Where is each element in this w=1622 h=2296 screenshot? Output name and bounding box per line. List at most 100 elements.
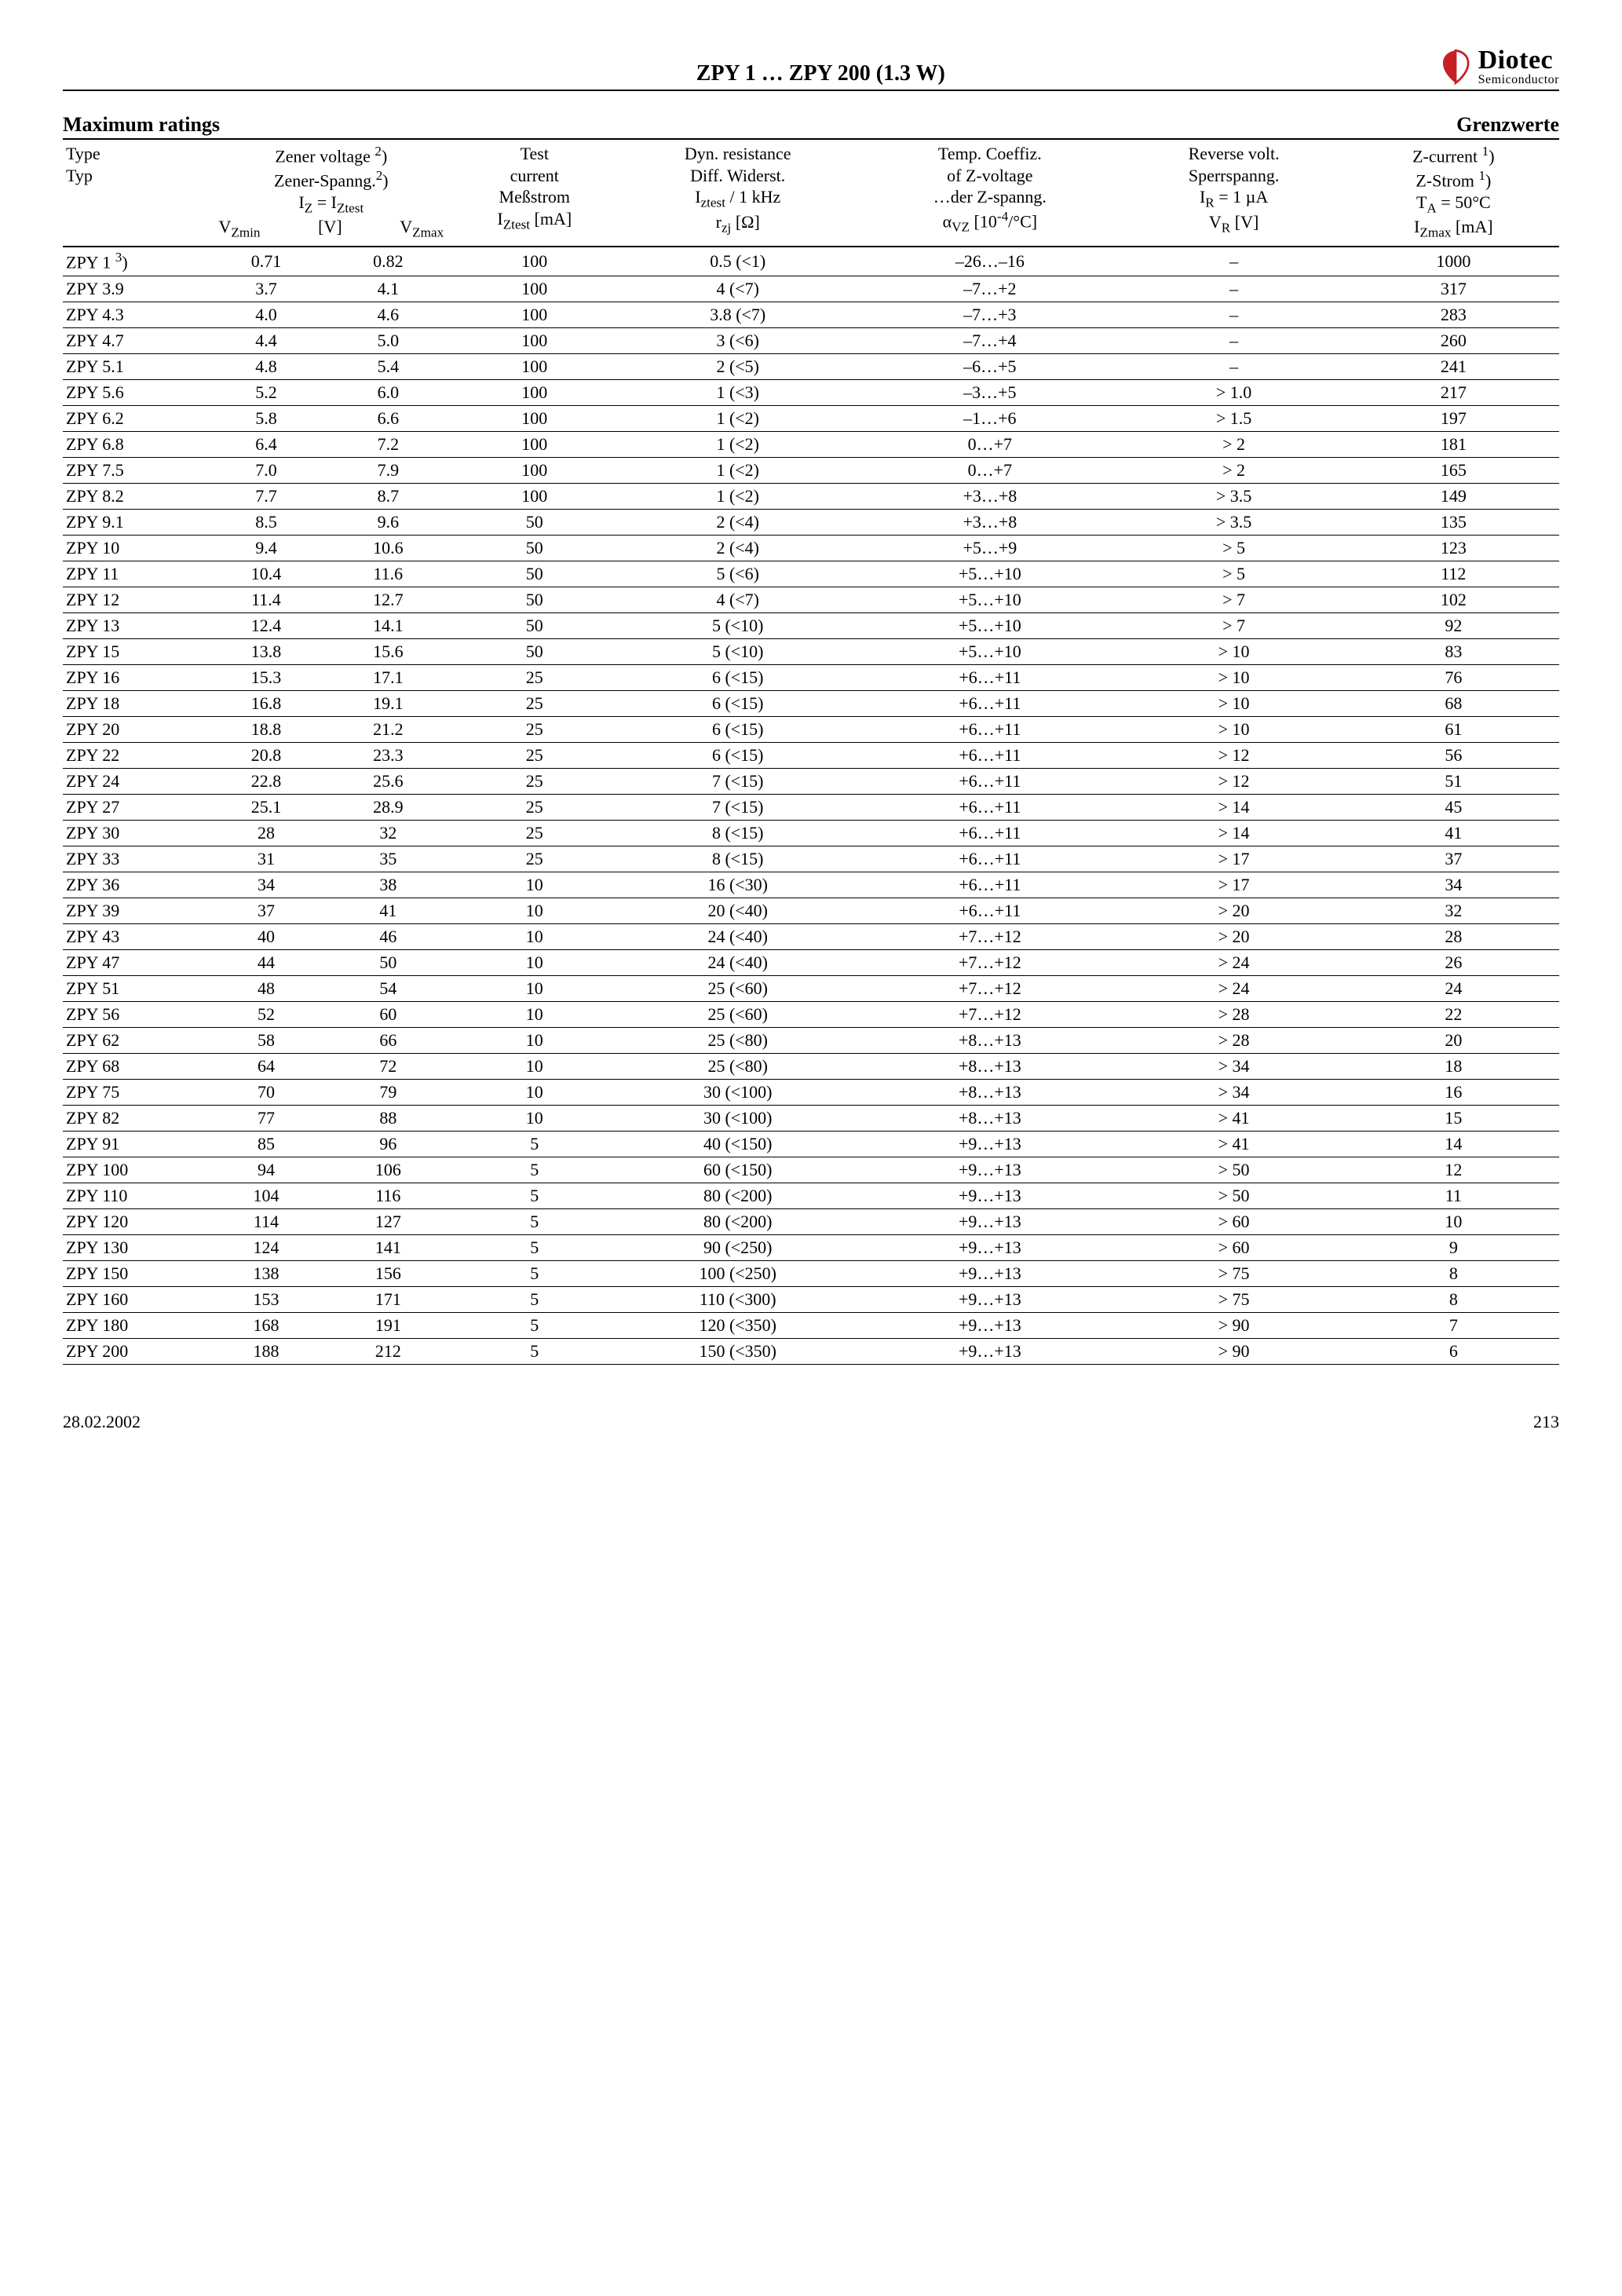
table-body: ZPY 1 3)0.710.821000.5 (<1)–26…–16–1000Z… bbox=[63, 247, 1559, 1364]
cell-rz: 120 (<350) bbox=[616, 1312, 860, 1338]
cell-vr: > 3.5 bbox=[1120, 483, 1348, 509]
cell-rz: 25 (<80) bbox=[616, 1027, 860, 1053]
cell-tc: 0…+7 bbox=[860, 457, 1120, 483]
table-row: ZPY 7.57.07.91001 (<2)0…+7> 2165 bbox=[63, 457, 1559, 483]
cell-vr: > 90 bbox=[1120, 1338, 1348, 1364]
cell-vzmax: 35 bbox=[323, 846, 453, 872]
cell-type: ZPY 200 bbox=[63, 1338, 209, 1364]
table-row: ZPY 5148541025 (<60)+7…+12> 2424 bbox=[63, 975, 1559, 1001]
cell-vzmin: 114 bbox=[209, 1208, 323, 1234]
cell-type: ZPY 20 bbox=[63, 716, 209, 742]
cell-vzmin: 104 bbox=[209, 1183, 323, 1208]
cell-iz: 10 bbox=[453, 1027, 616, 1053]
cell-tc: +5…+9 bbox=[860, 535, 1120, 561]
cell-iz: 25 bbox=[453, 794, 616, 820]
cell-vzmax: 6.6 bbox=[323, 405, 453, 431]
cell-type: ZPY 5.1 bbox=[63, 353, 209, 379]
cell-vzmin: 16.8 bbox=[209, 690, 323, 716]
cell-iz: 25 bbox=[453, 846, 616, 872]
cell-vr: > 50 bbox=[1120, 1157, 1348, 1183]
logo-name: Diotec bbox=[1478, 47, 1559, 74]
cell-tc: +9…+13 bbox=[860, 1234, 1120, 1260]
cell-vzmax: 60 bbox=[323, 1001, 453, 1027]
cell-izmax: 181 bbox=[1348, 431, 1559, 457]
cell-vr: > 90 bbox=[1120, 1312, 1348, 1338]
cell-iz: 10 bbox=[453, 949, 616, 975]
cell-rz: 24 (<40) bbox=[616, 923, 860, 949]
cell-izmax: 15 bbox=[1348, 1105, 1559, 1131]
cell-vzmax: 8.7 bbox=[323, 483, 453, 509]
cell-rz: 80 (<200) bbox=[616, 1183, 860, 1208]
cell-vr: > 24 bbox=[1120, 949, 1348, 975]
table-row: ZPY 4744501024 (<40)+7…+12> 2426 bbox=[63, 949, 1559, 975]
cell-vzmin: 0.71 bbox=[209, 247, 323, 276]
cell-type: ZPY 5.6 bbox=[63, 379, 209, 405]
cell-type: ZPY 4.7 bbox=[63, 327, 209, 353]
cell-iz: 100 bbox=[453, 379, 616, 405]
cell-type: ZPY 43 bbox=[63, 923, 209, 949]
cell-vr: > 1.5 bbox=[1120, 405, 1348, 431]
cell-izmax: 6 bbox=[1348, 1338, 1559, 1364]
cell-iz: 50 bbox=[453, 509, 616, 535]
cell-type: ZPY 6.2 bbox=[63, 405, 209, 431]
cell-vzmin: 3.7 bbox=[209, 276, 323, 302]
cell-tc: +7…+12 bbox=[860, 923, 1120, 949]
table-row: ZPY 4.74.45.01003 (<6)–7…+4–260 bbox=[63, 327, 1559, 353]
cell-tc: +6…+11 bbox=[860, 872, 1120, 898]
cell-rz: 150 (<350) bbox=[616, 1338, 860, 1364]
cell-vr: – bbox=[1120, 302, 1348, 327]
cell-vzmax: 116 bbox=[323, 1183, 453, 1208]
cell-izmax: 135 bbox=[1348, 509, 1559, 535]
cell-type: ZPY 27 bbox=[63, 794, 209, 820]
cell-vr: > 2 bbox=[1120, 431, 1348, 457]
cell-izmax: 83 bbox=[1348, 638, 1559, 664]
cell-iz: 10 bbox=[453, 1079, 616, 1105]
cell-type: ZPY 120 bbox=[63, 1208, 209, 1234]
cell-vzmin: 85 bbox=[209, 1131, 323, 1157]
cell-iz: 10 bbox=[453, 898, 616, 923]
cell-tc: –3…+5 bbox=[860, 379, 1120, 405]
table-row: ZPY 1513.815.6505 (<10)+5…+10> 1083 bbox=[63, 638, 1559, 664]
diotec-logo-icon bbox=[1438, 49, 1474, 85]
section-title-right: Grenzwerte bbox=[1456, 113, 1559, 137]
cell-type: ZPY 180 bbox=[63, 1312, 209, 1338]
brand-logo: Diotec Semiconductor bbox=[1438, 47, 1559, 86]
cell-vzmax: 21.2 bbox=[323, 716, 453, 742]
cell-izmax: 8 bbox=[1348, 1260, 1559, 1286]
cell-izmax: 12 bbox=[1348, 1157, 1559, 1183]
cell-vzmax: 11.6 bbox=[323, 561, 453, 587]
cell-type: ZPY 18 bbox=[63, 690, 209, 716]
cell-vzmax: 0.82 bbox=[323, 247, 453, 276]
cell-vzmax: 46 bbox=[323, 923, 453, 949]
col-header-test-current: Test current Meßstrom IZtest [mA] bbox=[453, 140, 616, 247]
cell-vzmin: 15.3 bbox=[209, 664, 323, 690]
cell-iz: 5 bbox=[453, 1338, 616, 1364]
cell-tc: +9…+13 bbox=[860, 1338, 1120, 1364]
cell-vzmin: 4.8 bbox=[209, 353, 323, 379]
cell-izmax: 260 bbox=[1348, 327, 1559, 353]
cell-iz: 25 bbox=[453, 742, 616, 768]
table-row: ZPY 1211.412.7504 (<7)+5…+10> 7102 bbox=[63, 587, 1559, 612]
cell-tc: +6…+11 bbox=[860, 846, 1120, 872]
cell-vzmin: 12.4 bbox=[209, 612, 323, 638]
cell-rz: 2 (<4) bbox=[616, 509, 860, 535]
cell-vzmax: 191 bbox=[323, 1312, 453, 1338]
cell-rz: 8 (<15) bbox=[616, 820, 860, 846]
cell-izmax: 7 bbox=[1348, 1312, 1559, 1338]
cell-type: ZPY 150 bbox=[63, 1260, 209, 1286]
cell-vzmin: 7.7 bbox=[209, 483, 323, 509]
cell-iz: 5 bbox=[453, 1234, 616, 1260]
cell-rz: 3.8 (<7) bbox=[616, 302, 860, 327]
cell-tc: +6…+11 bbox=[860, 716, 1120, 742]
cell-vzmax: 28.9 bbox=[323, 794, 453, 820]
cell-vzmin: 25.1 bbox=[209, 794, 323, 820]
cell-iz: 10 bbox=[453, 1053, 616, 1079]
cell-izmax: 283 bbox=[1348, 302, 1559, 327]
cell-tc: +6…+11 bbox=[860, 742, 1120, 768]
cell-rz: 2 (<4) bbox=[616, 535, 860, 561]
cell-vzmin: 5.2 bbox=[209, 379, 323, 405]
cell-vzmin: 8.5 bbox=[209, 509, 323, 535]
cell-vzmin: 20.8 bbox=[209, 742, 323, 768]
cell-vr: > 12 bbox=[1120, 768, 1348, 794]
cell-iz: 100 bbox=[453, 247, 616, 276]
